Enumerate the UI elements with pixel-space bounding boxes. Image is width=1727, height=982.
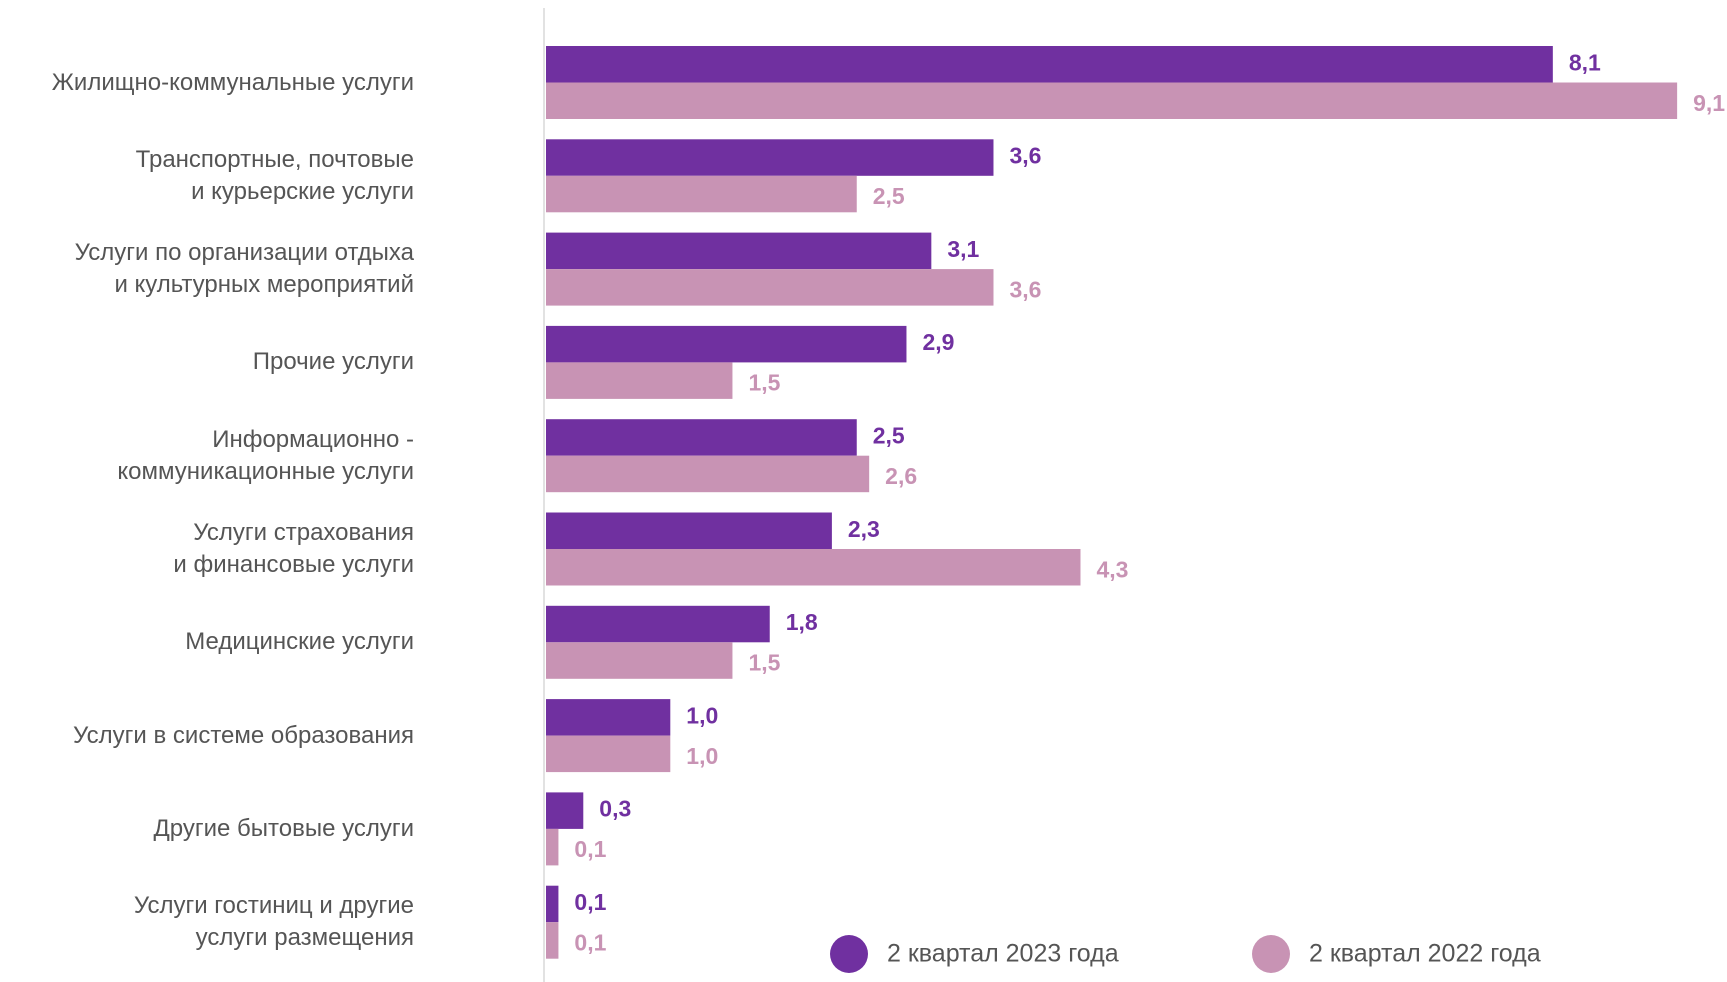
category-label: Другие бытовые услуги xyxy=(153,814,414,842)
bar xyxy=(546,455,870,493)
bar xyxy=(546,885,559,923)
bar xyxy=(546,828,559,866)
value-label: 1,5 xyxy=(748,650,780,676)
category-label: Жилищно-коммунальные услуги xyxy=(51,68,414,96)
value-label: 3,6 xyxy=(1009,276,1041,302)
bar xyxy=(546,269,994,306)
bar xyxy=(546,735,671,773)
value-label: 2,9 xyxy=(922,329,954,355)
value-label: 2,5 xyxy=(873,183,905,209)
bar xyxy=(546,512,832,549)
bar xyxy=(546,82,1678,119)
bar xyxy=(546,605,770,643)
category-label: Услуги гостиниц и другие услуги размещен… xyxy=(133,892,414,952)
legend-marker xyxy=(830,935,868,973)
category-label: Услуги страхования и финансовые услуги xyxy=(173,519,414,578)
value-label: 0,1 xyxy=(574,836,606,862)
category-label: Транспортные, почтовые и курьерские услу… xyxy=(135,145,414,205)
bar xyxy=(546,175,857,213)
bar xyxy=(546,232,932,270)
bar xyxy=(546,699,671,736)
value-label: 0,1 xyxy=(574,889,606,915)
category-label: Прочие услуги xyxy=(252,348,414,376)
bar xyxy=(546,642,733,679)
value-label: 1,5 xyxy=(748,370,780,396)
value-label: 1,0 xyxy=(686,702,718,728)
category-label: Медицинские услуги xyxy=(185,628,414,656)
bar xyxy=(546,549,1081,586)
bar xyxy=(546,792,584,829)
value-label: 4,3 xyxy=(1096,556,1128,582)
value-label: 8,1 xyxy=(1569,49,1601,75)
category-label: Услуги по организации отдыха и культурны… xyxy=(74,239,414,299)
bar xyxy=(546,362,733,399)
category-label: Информационно - коммуникационные услуги xyxy=(117,425,414,485)
value-label: 3,1 xyxy=(947,236,979,262)
bar xyxy=(546,46,1553,83)
value-label: 0,1 xyxy=(574,930,606,956)
category-label: Услуги в системе образования xyxy=(73,721,414,749)
value-label: 1,0 xyxy=(686,743,718,769)
value-label: 2,3 xyxy=(848,516,880,542)
legend-label: 2 квартал 2022 года xyxy=(1309,940,1541,968)
value-label: 2,6 xyxy=(885,463,917,489)
value-label: 3,6 xyxy=(1009,143,1041,169)
value-label: 0,3 xyxy=(599,796,631,822)
value-label: 1,8 xyxy=(786,609,818,635)
bar xyxy=(546,419,857,456)
bar xyxy=(546,922,559,959)
bar xyxy=(546,139,994,176)
bar xyxy=(546,325,907,363)
value-label: 2,5 xyxy=(873,423,905,449)
legend-label: 2 квартал 2023 года xyxy=(887,940,1119,968)
value-label: 9,1 xyxy=(1693,90,1725,116)
legend-marker xyxy=(1252,935,1290,973)
